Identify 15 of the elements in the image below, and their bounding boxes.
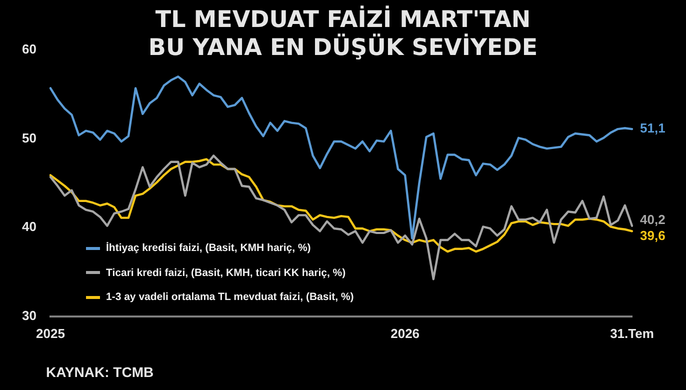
data-label: 51,1 (640, 120, 666, 136)
text: KAYNAK: TCMB (46, 364, 154, 380)
data-label: 40,2 (640, 212, 666, 228)
y-tick-label: 30 (22, 308, 36, 323)
y-tick-label: 60 (22, 42, 36, 57)
chart-title: TL MEVDUAT FAİZİ MART'TAN BU YANA EN DÜŞÜK SEVİYEDE (148, 7, 538, 61)
legend-label: Ticari kredi faizi, (Basit, KMH, ticari KK hariç, %) (106, 266, 346, 279)
x-tick-label: 2026 (390, 326, 420, 341)
x-tick-label: 31.Tem (610, 326, 654, 341)
legend-label: İhtiyaç kredisi faizi, (Basit, KMH hariç, %) (106, 242, 311, 254)
y-tick-label: 40 (22, 219, 36, 234)
legend-label: 1-3 ay vadeli ortalama TL mevduat faizi, (Basit, %) (106, 291, 354, 304)
y-tick-label: 50 (22, 130, 36, 146)
x-tick-label: 2025 (36, 326, 65, 341)
data-label: 39,6 (640, 228, 666, 244)
